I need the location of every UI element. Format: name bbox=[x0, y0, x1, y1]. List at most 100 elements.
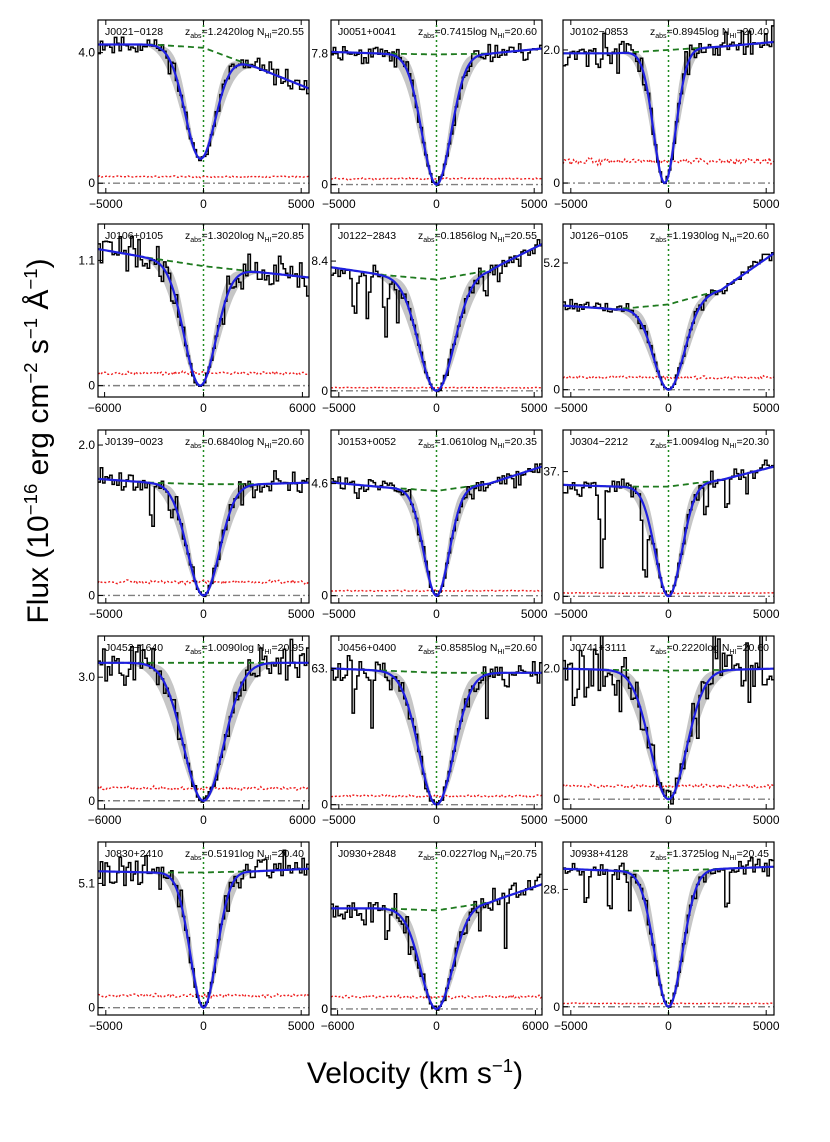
panel-column-density: log NHI=20.75 bbox=[473, 848, 537, 862]
panel-title: J0938+4128 bbox=[570, 848, 628, 860]
panel-redshift: zabs=0.5191 bbox=[185, 848, 240, 862]
voigt-fit-curve bbox=[563, 865, 774, 1009]
panel-title: J0126−0105 bbox=[570, 230, 628, 242]
panel-title: J0102−0853 bbox=[570, 26, 628, 38]
x-tick-label: 5000 bbox=[288, 197, 315, 211]
y-tick-label: 0 bbox=[553, 792, 560, 806]
y-tick-label: 0 bbox=[88, 588, 95, 602]
voigt-fit-curve bbox=[331, 47, 542, 186]
voigt-fit-curve bbox=[98, 477, 309, 597]
voigt-fit-curve bbox=[563, 465, 774, 598]
panel-plot-area bbox=[331, 842, 542, 1015]
x-tick-label: 0 bbox=[200, 197, 207, 211]
panel-column-density: log NHI=20.45 bbox=[705, 848, 769, 862]
spectrum-panel: −5000 0 5000 0 8.4 J0122−2843 zabs=0.1856 log N… bbox=[311, 223, 548, 415]
y-tick-label: 7.8 bbox=[311, 47, 328, 61]
x-tick-label: −5000 bbox=[554, 197, 588, 211]
error-spectrum bbox=[331, 589, 542, 593]
error-spectrum bbox=[331, 993, 542, 1000]
panel-plot-area bbox=[98, 842, 309, 1015]
panel-plot-area bbox=[98, 430, 309, 603]
y-tick-label: 4.6 bbox=[311, 477, 328, 491]
error-spectrum bbox=[331, 793, 542, 799]
panel-column-density: log NHI=20.85 bbox=[240, 230, 304, 244]
panel-column-density: log NHI=20.55 bbox=[473, 230, 537, 244]
y-axis-label: Flux (10−16 erg cm−2 s−1 Å−1) bbox=[20, 258, 55, 624]
panel-column-density: log NHI=20.35 bbox=[473, 436, 537, 450]
x-tick-label: −5000 bbox=[322, 401, 356, 415]
y-tick-label: 2.0 bbox=[543, 43, 560, 57]
x-tick-label: 5000 bbox=[521, 607, 548, 621]
panel-redshift: zabs=1.0610 bbox=[418, 436, 473, 450]
panel-redshift: zabs=0.2220 bbox=[650, 642, 705, 656]
error-spectrum bbox=[563, 591, 774, 595]
spectrum-panel: −6000 0 6000 0 3.0 J0452−1640 zabs=1.0090 log N… bbox=[78, 635, 316, 827]
panel-plot-area bbox=[331, 224, 542, 397]
x-tick-label: 0 bbox=[665, 401, 672, 415]
x-tick-label: −5000 bbox=[554, 401, 588, 415]
error-spectrum bbox=[98, 784, 309, 792]
panel-column-density: log NHI=20.40 bbox=[705, 26, 769, 40]
y-tick-label: 5.1 bbox=[78, 876, 95, 890]
x-tick-label: 5000 bbox=[288, 607, 315, 621]
y-tick-label: 2.0 bbox=[543, 662, 560, 676]
voigt-fit-curve bbox=[563, 252, 774, 391]
panel-plot-area bbox=[563, 224, 774, 397]
error-spectrum bbox=[98, 578, 309, 586]
error-spectrum bbox=[98, 992, 309, 1000]
y-tick-label: 0 bbox=[321, 178, 328, 192]
panel-title: J0830+2410 bbox=[105, 848, 163, 860]
error-spectrum bbox=[331, 176, 542, 181]
panel-column-density: log NHI=20.60 bbox=[240, 436, 304, 450]
x-tick-label: 0 bbox=[200, 813, 207, 827]
y-tick-label: 0 bbox=[321, 798, 328, 812]
y-tick-label: 0 bbox=[321, 1002, 328, 1016]
spectrum-panel: −5000 0 5000 0 37. J0304−2212 zabs=1.0094 log N… bbox=[543, 429, 780, 621]
x-tick-label: 6000 bbox=[289, 813, 316, 827]
panel-column-density: log NHI=20.60 bbox=[473, 642, 537, 656]
panel-title: J0122−2843 bbox=[338, 230, 396, 242]
x-tick-label: 0 bbox=[665, 1019, 672, 1033]
x-tick-label: 0 bbox=[200, 607, 207, 621]
x-tick-label: −5000 bbox=[322, 813, 356, 827]
x-tick-label: 0 bbox=[665, 197, 672, 211]
x-axis-label: Velocity (km s−1) bbox=[306, 1055, 524, 1090]
y-tick-label: 0 bbox=[553, 176, 560, 190]
x-tick-label: −5000 bbox=[89, 197, 123, 211]
error-spectrum bbox=[98, 174, 309, 179]
panel-plot-area bbox=[331, 430, 542, 603]
x-tick-label: 0 bbox=[433, 813, 440, 827]
panel-redshift: zabs=0.8585 bbox=[418, 642, 473, 656]
panel-column-density: log NHI=20.60 bbox=[705, 230, 769, 244]
panel-redshift: zabs=1.1930 bbox=[650, 230, 705, 244]
voigt-fit-curve bbox=[563, 40, 774, 184]
x-tick-label: −6000 bbox=[88, 813, 122, 827]
spectrum-panel: −5000 0 5000 0 2.0 J0741+3111 zabs=0.2220 log N… bbox=[543, 635, 780, 827]
panel-plot-area bbox=[98, 224, 309, 397]
voigt-fit-curve bbox=[563, 667, 774, 801]
fit-uncertainty-band bbox=[563, 668, 774, 800]
voigt-fit-curve bbox=[331, 243, 542, 392]
x-tick-label: 6000 bbox=[522, 1019, 549, 1033]
y-tick-label: 1.1 bbox=[78, 253, 95, 267]
y-tick-label: 0 bbox=[88, 176, 95, 190]
panel-column-density: log NHI=20.30 bbox=[705, 436, 769, 450]
voigt-fit-curve bbox=[98, 661, 309, 802]
x-tick-label: 0 bbox=[433, 197, 440, 211]
panel-plot-area bbox=[98, 20, 309, 193]
panel-redshift: zabs=0.0227 bbox=[418, 848, 473, 862]
error-spectrum bbox=[331, 386, 542, 390]
x-tick-label: −5000 bbox=[322, 197, 356, 211]
panel-redshift: zabs=1.3020 bbox=[185, 230, 240, 244]
panel-column-density: log NHI=20.55 bbox=[240, 26, 304, 40]
voigt-fit-curve bbox=[98, 867, 309, 1009]
panel-column-density: log NHI=20.95 bbox=[240, 642, 304, 656]
panel-column-density: log NHI=20.60 bbox=[705, 642, 769, 656]
panel-redshift: zabs=1.0094 bbox=[650, 436, 705, 450]
panel-title: J0106+0105 bbox=[105, 230, 163, 242]
x-tick-label: 5000 bbox=[521, 401, 548, 415]
panel-plot-area bbox=[563, 20, 774, 193]
panel-title: J0304−2212 bbox=[570, 436, 628, 448]
x-tick-label: 5000 bbox=[521, 197, 548, 211]
